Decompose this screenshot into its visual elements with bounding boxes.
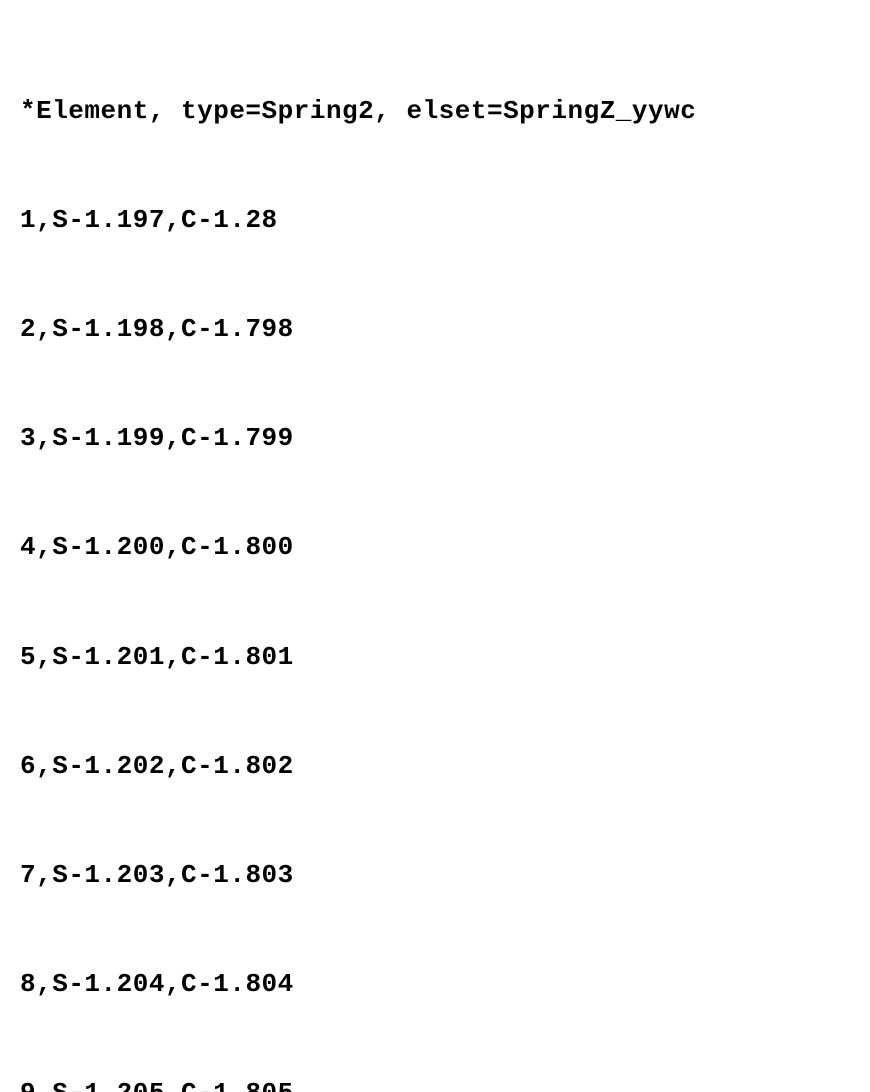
- row-s: S-1.200: [52, 532, 165, 562]
- data-row: 3,S-1.199,C-1.799: [20, 420, 850, 456]
- row-s: S-1.203: [52, 860, 165, 890]
- data-row: 8,S-1.204,C-1.804: [20, 966, 850, 1002]
- row-s: S-1.202: [52, 751, 165, 781]
- header-line: *Element, type=Spring2, elset=SpringZ_yy…: [20, 93, 850, 129]
- row-num: 9: [20, 1078, 36, 1092]
- row-s: S-1.199: [52, 423, 165, 453]
- row-c: C-1.799: [181, 423, 294, 453]
- row-c: C-1.802: [181, 751, 294, 781]
- row-c: C-1.803: [181, 860, 294, 890]
- data-row: 5,S-1.201,C-1.801: [20, 639, 850, 675]
- row-num: 6: [20, 751, 36, 781]
- row-num: 2: [20, 314, 36, 344]
- row-num: 8: [20, 969, 36, 999]
- data-row: 6,S-1.202,C-1.802: [20, 748, 850, 784]
- data-row: 1,S-1.197,C-1.28: [20, 202, 850, 238]
- row-s: S-1.198: [52, 314, 165, 344]
- row-num: 5: [20, 642, 36, 672]
- row-s: S-1.197: [52, 205, 165, 235]
- row-c: C-1.804: [181, 969, 294, 999]
- row-num: 7: [20, 860, 36, 890]
- row-num: 1: [20, 205, 36, 235]
- data-row: 9,S-1.205,C-1.805: [20, 1075, 850, 1092]
- row-c: C-1.805: [181, 1078, 294, 1092]
- row-s: S-1.204: [52, 969, 165, 999]
- data-row: 2,S-1.198,C-1.798: [20, 311, 850, 347]
- row-s: S-1.201: [52, 642, 165, 672]
- row-num: 3: [20, 423, 36, 453]
- row-s: S-1.205: [52, 1078, 165, 1092]
- row-c: C-1.801: [181, 642, 294, 672]
- row-c: C-1.800: [181, 532, 294, 562]
- data-row: 4,S-1.200,C-1.800: [20, 529, 850, 565]
- row-num: 4: [20, 532, 36, 562]
- row-c: C-1.798: [181, 314, 294, 344]
- row-c: C-1.28: [181, 205, 278, 235]
- data-row: 7,S-1.203,C-1.803: [20, 857, 850, 893]
- code-block: *Element, type=Spring2, elset=SpringZ_yy…: [20, 20, 850, 1092]
